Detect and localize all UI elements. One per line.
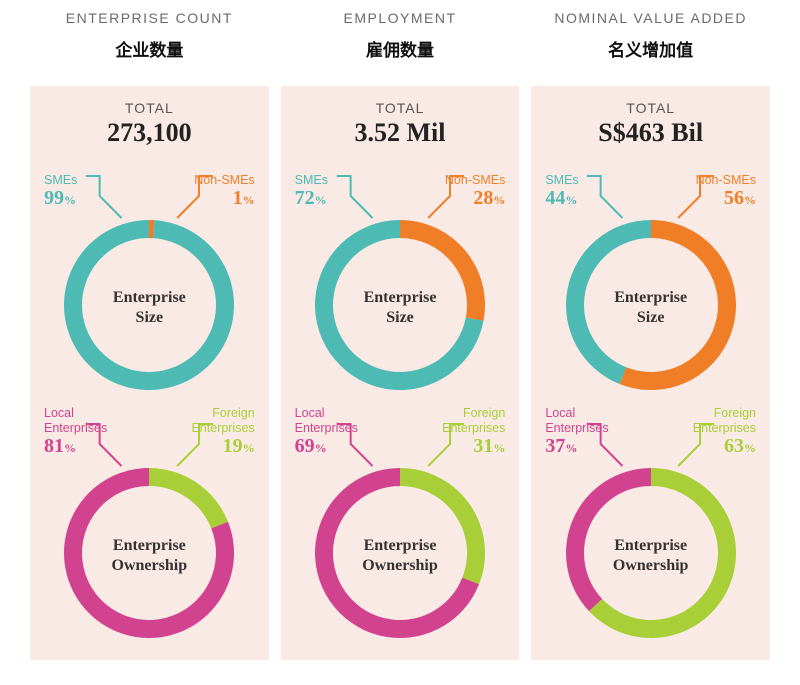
legend-left: LocalEnterprises 37% xyxy=(545,406,608,458)
legend-right: ForeignEnterprises 19% xyxy=(191,406,254,458)
column: NOMINAL VALUE ADDED 名义增加值 TOTAL S$463 Bil SM… xyxy=(531,10,770,660)
legend-pct: 69% xyxy=(295,439,327,456)
total-value: 273,100 xyxy=(40,118,259,148)
column: EMPLOYMENT 雇佣数量 TOTAL 3.52 Mil SMEs 72% Non-SM… xyxy=(281,10,520,660)
donut-center-label: EnterpriseOwnership xyxy=(591,536,711,576)
column-title: EMPLOYMENT xyxy=(344,10,457,26)
legend-label: Non-SMEs xyxy=(194,173,254,187)
legend-left: LocalEnterprises 81% xyxy=(44,406,107,458)
total-label: TOTAL xyxy=(541,100,760,116)
panel: TOTAL 3.52 Mil SMEs 72% Non-SMEs 28% Enterpris… xyxy=(281,86,520,660)
legend-left: LocalEnterprises 69% xyxy=(295,406,358,458)
donut-enterprise-ownership: LocalEnterprises 81% ForeignEnterprises 19%… xyxy=(40,408,259,654)
panel: TOTAL S$463 Bil SMEs 44% Non-SMEs 56% Enterpri… xyxy=(531,86,770,660)
donut-enterprise-size: SMEs 72% Non-SMEs 28% EnterpriseSize xyxy=(291,160,510,406)
legend-pct: 44% xyxy=(545,191,577,208)
legend-label: ForeignEnterprises xyxy=(191,406,254,435)
legend-row: SMEs 99% Non-SMEs 1% xyxy=(40,160,259,210)
legend-label: SMEs xyxy=(545,173,578,187)
legend-row: LocalEnterprises 69% ForeignEnterprises 31% xyxy=(291,408,510,458)
legend-label: SMEs xyxy=(295,173,328,187)
column-header: ENTERPRISE COUNT 企业数量 xyxy=(66,10,233,74)
column-subtitle: 雇佣数量 xyxy=(344,36,457,61)
legend-label: SMEs xyxy=(44,173,77,187)
legend-row: LocalEnterprises 81% ForeignEnterprises 19% xyxy=(40,408,259,458)
legend-row: SMEs 44% Non-SMEs 56% xyxy=(541,160,760,210)
legend-right: ForeignEnterprises 63% xyxy=(693,406,756,458)
total-label: TOTAL xyxy=(40,100,259,116)
legend-pct: 19% xyxy=(223,439,255,456)
donut-enterprise-size: SMEs 99% Non-SMEs 1% EnterpriseSize xyxy=(40,160,259,406)
legend-label: Non-SMEs xyxy=(445,173,505,187)
legend-pct: 37% xyxy=(545,439,577,456)
legend-pct: 31% xyxy=(473,439,505,456)
legend-pct: 99% xyxy=(44,191,76,208)
column-title: ENTERPRISE COUNT xyxy=(66,10,233,26)
legend-label: LocalEnterprises xyxy=(545,406,608,435)
legend-label: LocalEnterprises xyxy=(44,406,107,435)
column-subtitle: 企业数量 xyxy=(66,36,233,61)
legend-pct: 56% xyxy=(724,191,756,208)
column-header: NOMINAL VALUE ADDED 名义增加值 xyxy=(554,10,747,74)
donut-center-label: EnterpriseOwnership xyxy=(340,536,460,576)
column-header: EMPLOYMENT 雇佣数量 xyxy=(344,10,457,74)
column: ENTERPRISE COUNT 企业数量 TOTAL 273,100 SMEs 99% N… xyxy=(30,10,269,660)
legend-right: Non-SMEs 28% xyxy=(445,173,505,210)
segment-foreign xyxy=(149,468,228,528)
legend-left: SMEs 72% xyxy=(295,173,328,210)
legend-label: ForeignEnterprises xyxy=(442,406,505,435)
legend-right: ForeignEnterprises 31% xyxy=(442,406,505,458)
column-subtitle: 名义增加值 xyxy=(554,36,747,61)
total-value: S$463 Bil xyxy=(541,118,760,148)
legend-label: Non-SMEs xyxy=(696,173,756,187)
donut-center-label: EnterpriseSize xyxy=(89,288,209,328)
donut-enterprise-ownership: LocalEnterprises 69% ForeignEnterprises 31%… xyxy=(291,408,510,654)
legend-pct: 1% xyxy=(233,191,255,208)
legend-pct: 28% xyxy=(473,191,505,208)
legend-left: SMEs 99% xyxy=(44,173,77,210)
donut-enterprise-ownership: LocalEnterprises 37% ForeignEnterprises 63%… xyxy=(541,408,760,654)
donut-center-label: EnterpriseSize xyxy=(340,288,460,328)
donut-enterprise-size: SMEs 44% Non-SMEs 56% EnterpriseSize xyxy=(541,160,760,406)
donut-center-label: EnterpriseSize xyxy=(591,288,711,328)
legend-label: ForeignEnterprises xyxy=(693,406,756,435)
total-value: 3.52 Mil xyxy=(291,118,510,148)
legend-pct: 72% xyxy=(295,191,327,208)
column-title: NOMINAL VALUE ADDED xyxy=(554,10,747,26)
legend-right: Non-SMEs 56% xyxy=(696,173,756,210)
legend-right: Non-SMEs 1% xyxy=(194,173,254,210)
columns-container: ENTERPRISE COUNT 企业数量 TOTAL 273,100 SMEs 99% N… xyxy=(30,10,770,660)
legend-label: LocalEnterprises xyxy=(295,406,358,435)
legend-row: SMEs 72% Non-SMEs 28% xyxy=(291,160,510,210)
legend-left: SMEs 44% xyxy=(545,173,578,210)
donut-center-label: EnterpriseOwnership xyxy=(89,536,209,576)
total-label: TOTAL xyxy=(291,100,510,116)
panel: TOTAL 273,100 SMEs 99% Non-SMEs 1% EnterpriseS… xyxy=(30,86,269,660)
legend-pct: 81% xyxy=(44,439,76,456)
legend-row: LocalEnterprises 37% ForeignEnterprises 63% xyxy=(541,408,760,458)
legend-pct: 63% xyxy=(724,439,756,456)
